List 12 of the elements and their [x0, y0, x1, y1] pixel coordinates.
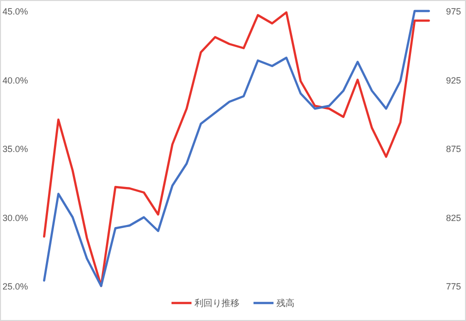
legend-label: 利回り推移	[194, 298, 240, 308]
y-tick-label: 40.0%	[2, 75, 28, 86]
y-tick-label: 25.0%	[2, 282, 28, 292]
y2-tick-label: 975	[446, 6, 462, 16]
y-tick-label: 30.0%	[2, 212, 28, 223]
y-tick-label: 45.0%	[2, 6, 28, 16]
y-tick-label: 35.0%	[2, 144, 28, 154]
y2-tick-label: 775	[446, 282, 462, 292]
legend-label: 残高	[276, 298, 294, 308]
y2-tick-label: 825	[446, 212, 462, 223]
y2-tick-label: 925	[446, 75, 462, 86]
y2-tick-label: 875	[446, 144, 462, 154]
